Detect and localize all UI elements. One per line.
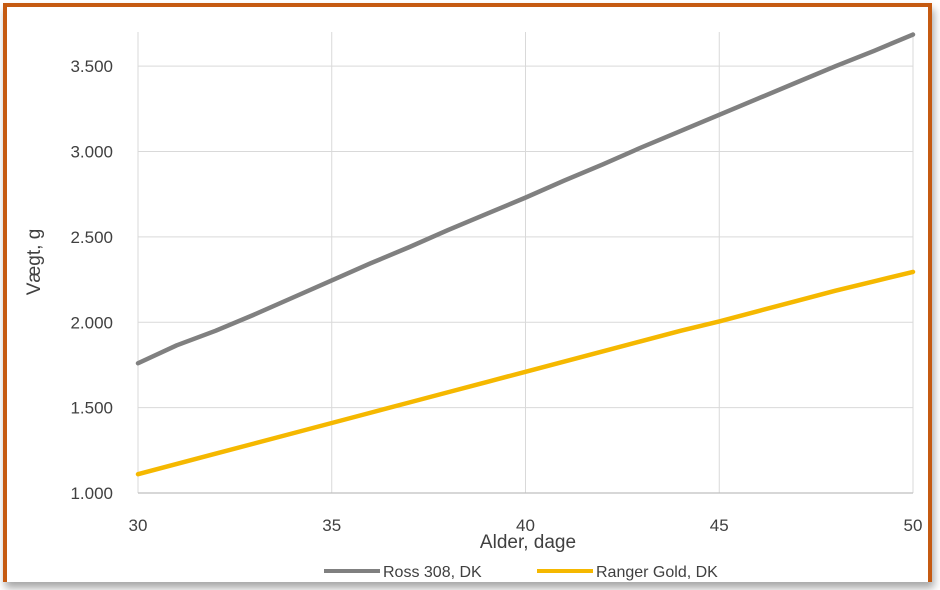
y-tick-label: 2.500 — [70, 228, 113, 247]
x-tick-label: 35 — [322, 516, 341, 535]
legend-label-ross-308: Ross 308, DK — [383, 564, 482, 581]
gridlines — [137, 32, 914, 493]
legend: Ross 308, DK Ranger Gold, DK — [324, 564, 718, 581]
tick-labels: 1.000 1.500 2.000 2.500 3.000 3.500 30 35 40 45 50 — [70, 57, 922, 535]
series-line-ross-308-dk — [135, 32, 916, 366]
x-tick-label: 50 — [904, 516, 923, 535]
x-tick-label: 40 — [516, 516, 535, 535]
series-line-ranger-gold-dk — [135, 269, 916, 477]
y-tick-label: 3.000 — [70, 143, 113, 162]
chart-frame — [3, 3, 932, 582]
legend-label-ranger-gold: Ranger Gold, DK — [596, 564, 718, 581]
y-tick-label: 1.500 — [70, 399, 113, 418]
y-axis-label: Vægt, g — [24, 229, 45, 296]
series-lines — [135, 32, 916, 477]
x-axis-label: Alder, dage — [480, 532, 576, 553]
y-tick-label: 1.000 — [70, 484, 113, 503]
y-tick-label: 2.000 — [70, 313, 113, 332]
x-tick-label: 30 — [129, 516, 148, 535]
y-tick-label: 3.500 — [70, 57, 113, 76]
x-tick-label: 45 — [710, 516, 729, 535]
